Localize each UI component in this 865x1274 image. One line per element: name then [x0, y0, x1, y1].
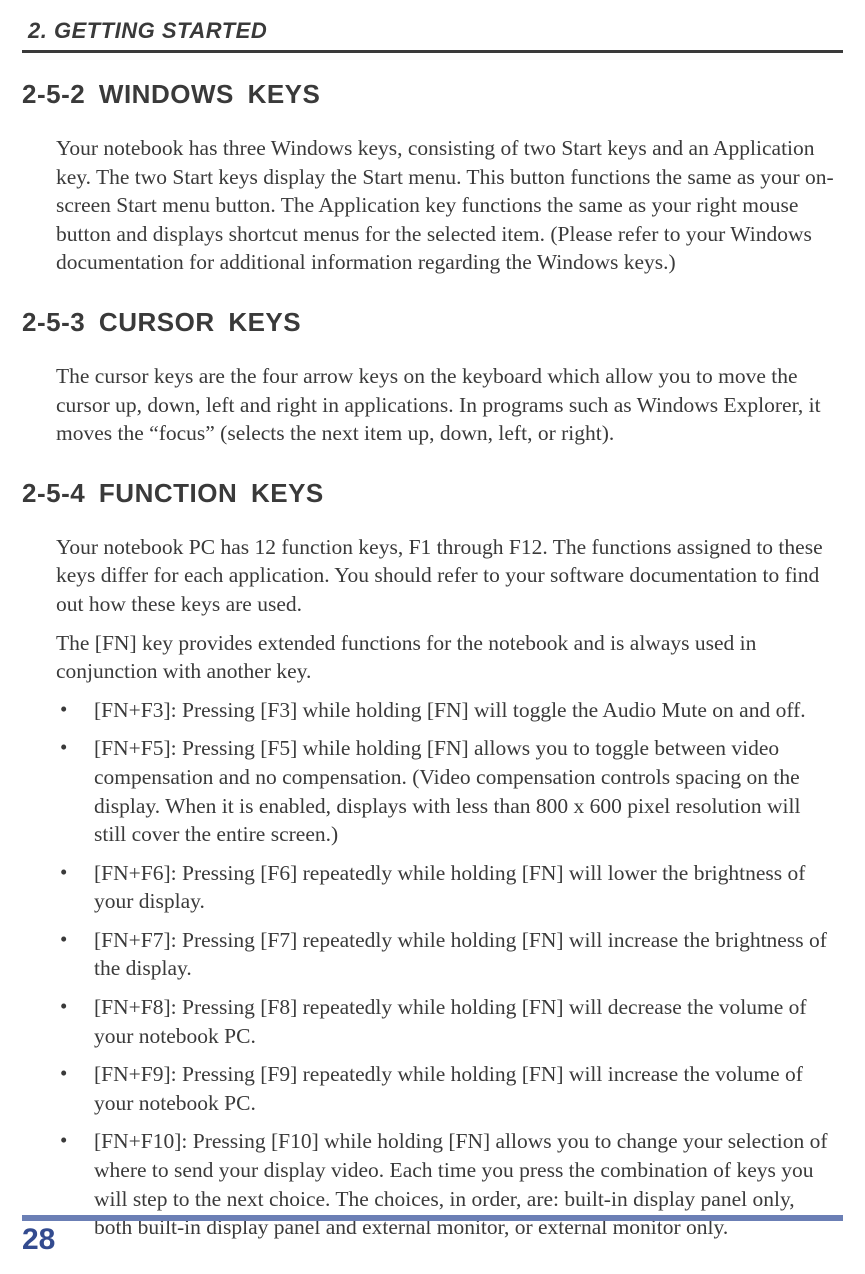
paragraph: The [FN] key provides extended functions… — [56, 629, 837, 686]
section-heading-cursor-keys: 2-5-3 CURSOR KEYS — [22, 307, 843, 338]
list-item: [FN+F9]: Pressing [F9] repeatedly while … — [56, 1060, 837, 1117]
paragraph: The cursor keys are the four arrow keys … — [56, 362, 837, 448]
chapter-header: 2. GETTING STARTED — [22, 18, 843, 53]
paragraph: Your notebook has three Windows keys, co… — [56, 134, 837, 277]
list-item: [FN+F3]: Pressing [F3] while holding [FN… — [56, 696, 837, 725]
footer-accent-bar — [22, 1215, 843, 1221]
paragraph: Your notebook PC has 12 function keys, F… — [56, 533, 837, 619]
list-item: [FN+F8]: Pressing [F8] repeatedly while … — [56, 993, 837, 1050]
list-item: [FN+F7]: Pressing [F7] repeatedly while … — [56, 926, 837, 983]
section-heading-function-keys: 2-5-4 FUNCTION KEYS — [22, 478, 843, 509]
list-item: [FN+F6]: Pressing [F6] repeatedly while … — [56, 859, 837, 916]
page-footer: 28 — [0, 1215, 865, 1257]
function-key-list: [FN+F3]: Pressing [F3] while holding [FN… — [56, 696, 837, 1242]
list-item: [FN+F5]: Pressing [F5] while holding [FN… — [56, 734, 837, 848]
page-number: 28 — [22, 1223, 843, 1257]
section-heading-windows-keys: 2-5-2 WINDOWS KEYS — [22, 79, 843, 110]
document-page: 2. GETTING STARTED 2-5-2 WINDOWS KEYS Yo… — [0, 0, 865, 1274]
